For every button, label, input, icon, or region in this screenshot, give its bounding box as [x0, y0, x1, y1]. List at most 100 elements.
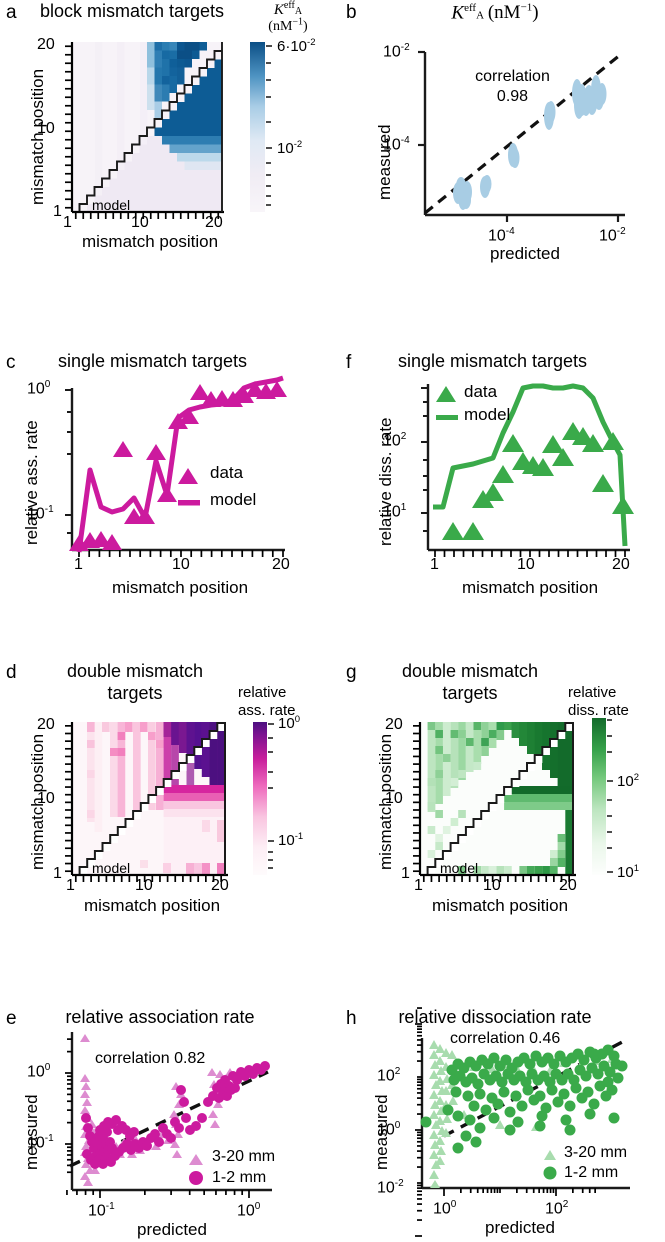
- panel-h-svg: [415, 1007, 630, 1237]
- panel-h-points-1-2mm: [420, 1044, 628, 1154]
- panel-a: a block mismatch targets KeffA (nM−1): [0, 0, 340, 260]
- panel-b-xtick-2: 10-2: [599, 226, 626, 245]
- panel-g-ytick-1: 1: [401, 865, 410, 882]
- panel-f-title: single mismatch targets: [397, 351, 588, 371]
- panel-a-model-staircase: [78, 50, 222, 212]
- panel-c-ylabel: relative ass. rate: [22, 420, 41, 545]
- panel-c-xlabel: mismatch position: [111, 578, 249, 597]
- panel-e-legend-label-0: 3-20 mm: [212, 1148, 276, 1165]
- panel-h-xlabel: predicted: [485, 1218, 555, 1237]
- panel-b-xlabel: predicted: [490, 244, 560, 263]
- panel-g-cb-mid-label: 102: [617, 772, 639, 790]
- panel-b-ytick-2: 10-4: [383, 135, 410, 154]
- panel-f-ylabel: relative diss. rate: [376, 417, 395, 547]
- panel-a-ylabel: mismatch position: [28, 68, 47, 205]
- panel-a-xtick-1: 1: [63, 214, 72, 231]
- panel-g-xtick-1: 1: [414, 877, 423, 894]
- panel-f-xtick-1: 1: [430, 556, 439, 573]
- panel-h-legend-triangle-icon: [544, 1150, 556, 1160]
- panel-b-points: [453, 75, 607, 210]
- panel-e-ytick-2: 10-1: [27, 1133, 54, 1152]
- panel-d-colorbar-title-line1: relative: [238, 684, 287, 701]
- panel-h-annotation: correlation 0.46: [450, 1030, 561, 1047]
- panel-a-ytick-1: 1: [53, 203, 62, 220]
- panel-g-colorbar-title-line2: diss. rate: [568, 702, 629, 719]
- panel-d-model-staircase: [78, 722, 225, 875]
- panel-c-ytick-2: 10-1: [27, 504, 54, 523]
- panel-f: f single mismatch targets: [340, 350, 665, 615]
- panel-e-xtick-2: 100: [237, 1201, 261, 1220]
- panel-c-letter: c: [6, 352, 16, 373]
- panel-a-model-tag: model: [92, 197, 131, 213]
- panel-h-letter: h: [346, 1008, 357, 1029]
- panel-f-yticks: [421, 387, 428, 532]
- panel-d-heatmap: [72, 722, 225, 875]
- panel-f-legend-triangle-icon: [436, 386, 456, 402]
- panel-g-colorbar-title-line1: relative: [568, 684, 617, 701]
- panel-d-ytick-1: 1: [53, 865, 62, 882]
- panel-d-colorbar-ticks: [268, 723, 274, 869]
- panel-c-legend-data-label: data: [210, 463, 244, 482]
- panel-g-ylabel: mismatch position: [376, 733, 395, 870]
- panel-g-white-diagonal: [427, 723, 573, 875]
- panel-a-xticks: [74, 212, 220, 219]
- panel-c-ytick-1: 100: [27, 379, 51, 398]
- panel-h-xtick-2: 102: [545, 1199, 569, 1218]
- panel-f-legend-model-label: model: [464, 405, 511, 424]
- panel-g-letter: g: [346, 662, 357, 683]
- panel-h: h relative dissociation rate: [340, 970, 665, 1242]
- panel-g-title-line2: targets: [442, 683, 498, 703]
- panel-d-ylabel: mismatch position: [28, 733, 47, 870]
- panel-c-xtick-20: 20: [272, 556, 290, 573]
- panel-g-heatmap: [420, 722, 573, 875]
- panel-g-title-line1: double mismatch: [401, 661, 539, 681]
- panel-a-colorbar: [250, 42, 265, 212]
- panel-d-svg: [65, 722, 274, 882]
- panel-a-blue-upper: [147, 42, 207, 119]
- panel-e-svg: [65, 1032, 272, 1198]
- panel-g-svg: [413, 718, 613, 882]
- panel-f-legend-data-label: data: [464, 382, 498, 401]
- panel-h-ytick-2: 100: [377, 1120, 401, 1139]
- panel-b-ylabel: measured: [375, 124, 394, 200]
- panel-h-xtick-1: 100: [433, 1199, 457, 1218]
- panel-e-title: relative association rate: [65, 1007, 255, 1027]
- panel-e-points-1-2mm: [81, 1061, 270, 1169]
- panel-d-xtick-1: 1: [66, 877, 75, 894]
- panel-c-xtick-10: 10: [172, 556, 190, 573]
- panel-h-title: relative dissociation rate: [398, 1007, 592, 1027]
- panel-d-yticks: [65, 724, 72, 873]
- panel-a-yticks: [65, 45, 72, 209]
- panel-b-annotation-line2: 0.98: [496, 88, 529, 105]
- panel-d-xtick-10: 10: [135, 877, 153, 894]
- panel-e-yticks: [65, 1038, 72, 1174]
- panel-a-blue-block-lowright: [154, 59, 222, 170]
- panel-d-colorbar: [253, 722, 267, 875]
- panel-c-title: single mismatch targets: [57, 351, 248, 371]
- panel-f-xtick-20: 20: [612, 556, 630, 573]
- panel-g-colorbar-ticks: [607, 719, 613, 873]
- panel-c-model-line: [76, 375, 284, 553]
- panel-d: d double mismatch targets relative ass. …: [0, 660, 340, 935]
- panel-d-title-line1: double mismatch: [66, 661, 204, 681]
- panel-d-xtick-20: 20: [211, 877, 229, 894]
- panel-a-svg: [65, 42, 272, 219]
- panel-h-xticks: [443, 1188, 596, 1196]
- panel-h-ylabel: measured: [372, 1094, 391, 1170]
- panel-a-colorbar-units: (nM−1): [268, 16, 308, 34]
- panel-h-ytick-3: 10-2: [377, 1178, 404, 1197]
- panel-b-ytick-1: 10-2: [383, 42, 410, 61]
- panel-f-svg: [421, 383, 634, 557]
- panel-f-data-triangles: [442, 422, 634, 540]
- panel-f-letter: f: [346, 352, 352, 373]
- panel-h-yticks: [415, 1007, 422, 1237]
- panel-a-letter: a: [6, 2, 17, 23]
- panel-g-yticks: [413, 724, 420, 873]
- panel-b-letter: b: [346, 2, 357, 23]
- panel-e-legend-circle-icon: [189, 1171, 203, 1185]
- panel-c-legend-model-label: model: [210, 490, 257, 509]
- panel-e-xticks: [66, 1190, 250, 1198]
- panel-h-legend-label-0: 3-20 mm: [564, 1144, 628, 1161]
- panel-d-cb-top-label: 100: [278, 714, 300, 732]
- panel-g-upper-left-mottle: [427, 722, 505, 842]
